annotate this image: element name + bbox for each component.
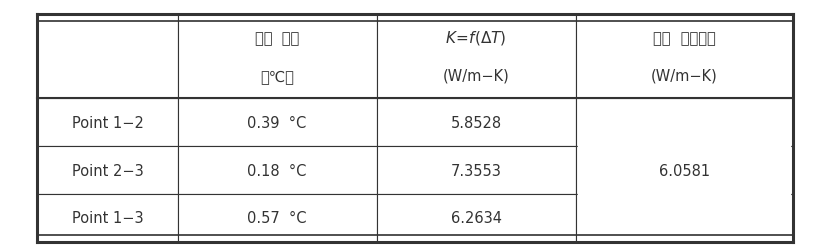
Text: 6.0581: 6.0581	[658, 163, 710, 178]
Text: 6.2634: 6.2634	[451, 211, 501, 226]
Bar	[37, 15, 178, 99]
Text: 0.57  °C: 0.57 °C	[247, 211, 307, 226]
Bar	[575, 99, 793, 147]
Bar	[575, 15, 793, 99]
Bar	[575, 147, 793, 194]
Text: 7.3553: 7.3553	[451, 163, 501, 178]
Text: (W/m−K): (W/m−K)	[651, 69, 717, 83]
Bar	[37, 194, 178, 242]
Bar	[377, 15, 575, 99]
Bar	[377, 147, 575, 194]
Bar	[377, 99, 575, 147]
Text: 5.8528: 5.8528	[451, 115, 501, 130]
Bar	[377, 194, 575, 242]
Bar	[37, 99, 178, 147]
Text: Point 2−3: Point 2−3	[71, 163, 144, 178]
Text: 측정  열전도도: 측정 열전도도	[652, 31, 715, 46]
Bar	[575, 194, 793, 242]
Text: 0.39  °C: 0.39 °C	[247, 115, 306, 130]
Text: Point 1−3: Point 1−3	[71, 211, 144, 226]
Text: 온도  차이: 온도 차이	[255, 31, 299, 46]
Bar	[178, 147, 377, 194]
Bar	[178, 194, 377, 242]
Bar	[178, 15, 377, 99]
Bar	[37, 147, 178, 194]
Text: Point 1−2: Point 1−2	[71, 115, 144, 130]
Text: （℃）: （℃）	[260, 69, 294, 83]
Text: (W/m−K): (W/m−K)	[442, 69, 510, 83]
Text: 0.18  °C: 0.18 °C	[247, 163, 307, 178]
Bar	[178, 99, 377, 147]
Text: $K\!=\!f(\Delta T)$: $K\!=\!f(\Delta T)$	[446, 29, 507, 47]
